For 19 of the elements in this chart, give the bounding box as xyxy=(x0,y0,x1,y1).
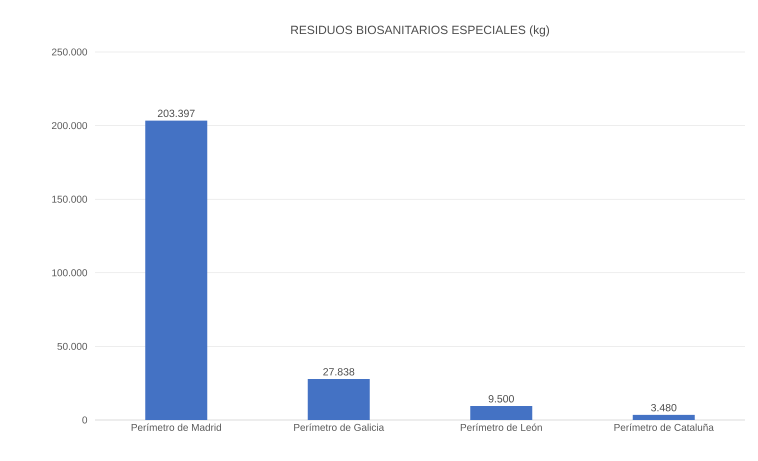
y-tick-label: 250.000 xyxy=(52,48,88,56)
y-tick-label: 100.000 xyxy=(52,269,88,276)
chart-title: RESIDUOS BIOSANITARIOS ESPECIALES (kg) xyxy=(291,25,550,37)
data-label: 3.480 xyxy=(651,404,676,412)
bar xyxy=(632,414,695,420)
x-tick-label: Perímetro de Galicia xyxy=(294,424,384,431)
y-tick-label: 50.000 xyxy=(57,342,88,350)
data-label: 27.838 xyxy=(323,368,354,376)
y-tick-label: 200.000 xyxy=(52,122,88,130)
bar xyxy=(470,406,532,420)
x-tick-label: Perímetro de Cataluña xyxy=(614,424,714,431)
bar xyxy=(308,379,370,420)
x-tick-label: Perímetro de León xyxy=(460,424,542,431)
y-tick-label: 150.000 xyxy=(52,196,88,203)
y-tick-label: 0 xyxy=(82,416,88,424)
x-tick-label: Perímetro de Madrid xyxy=(132,424,222,431)
bar xyxy=(145,120,208,420)
data-label: 203.397 xyxy=(158,110,195,118)
data-label: 9.500 xyxy=(488,395,514,403)
